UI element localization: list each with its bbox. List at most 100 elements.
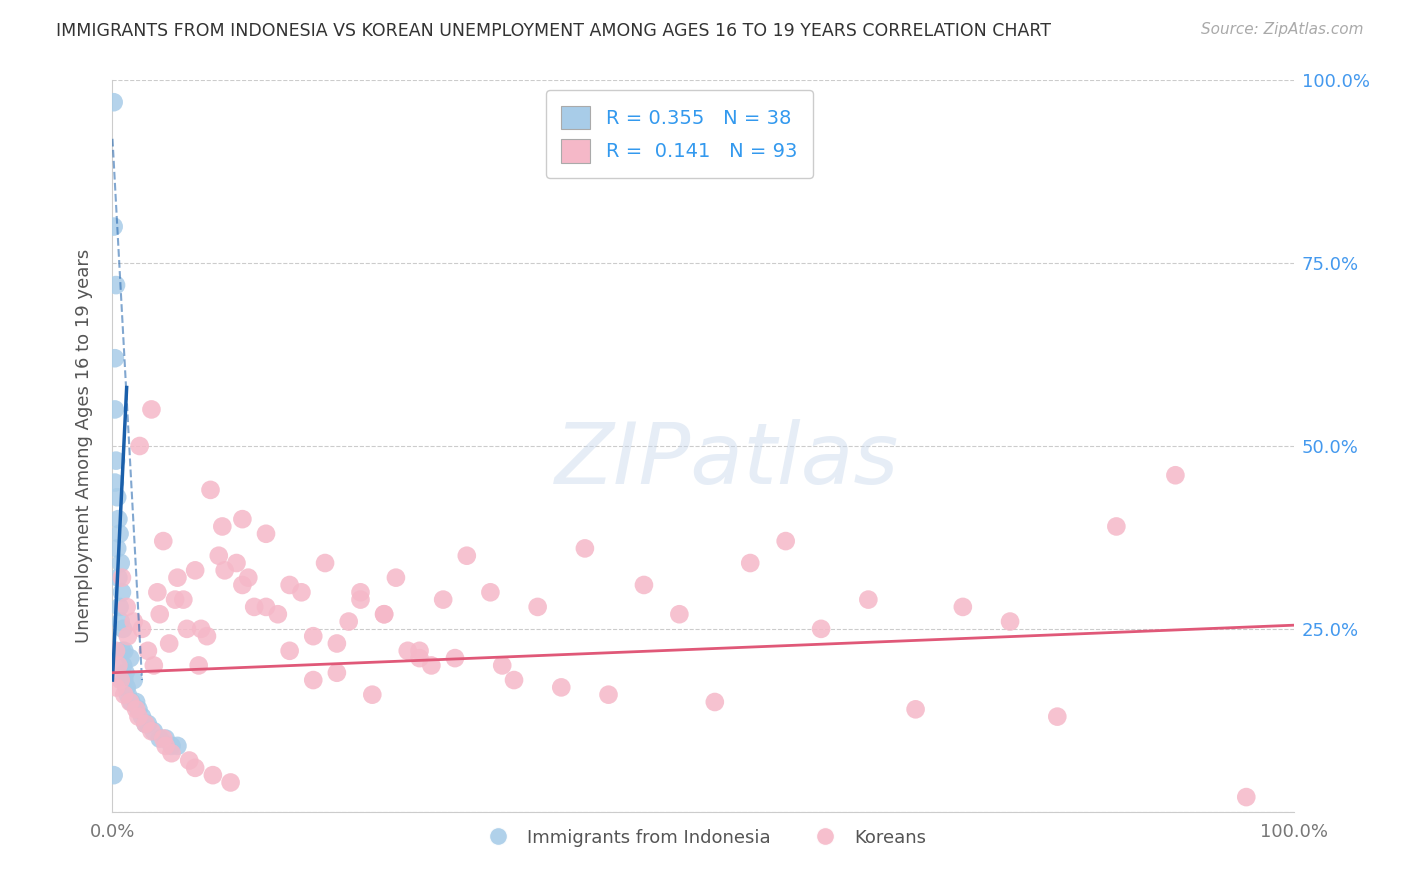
Point [152,534,174,549]
Point [149,731,172,746]
Point [115,599,138,614]
Point [420,658,443,673]
Point [165,592,187,607]
Point [108,526,131,541]
Point [122,615,145,629]
Point [105,644,128,658]
Point [633,578,655,592]
Point [302,629,325,643]
Point [117,629,139,643]
Point [179,754,201,768]
Point [1105,519,1128,533]
Point [278,644,301,658]
Point [187,658,209,673]
Point [238,571,260,585]
Point [243,599,266,614]
Point [1234,790,1257,805]
Point [105,681,128,695]
Point [135,717,157,731]
Point [337,615,360,629]
Point [108,599,131,614]
Point [214,563,236,577]
Point [314,556,336,570]
Point [225,556,247,570]
Point [479,585,502,599]
Point [104,402,127,417]
Point [184,761,207,775]
Point [211,519,233,533]
Point [146,585,169,599]
Point [1164,468,1187,483]
Point [103,219,125,234]
Point [111,571,134,585]
Point [396,644,419,658]
Point [103,768,125,782]
Point [127,709,149,723]
Point [111,585,134,599]
Point [112,622,135,636]
Point [408,651,430,665]
Text: IMMIGRANTS FROM INDONESIA VS KOREAN UNEMPLOYMENT AMONG AGES 16 TO 19 YEARS CORRE: IMMIGRANTS FROM INDONESIA VS KOREAN UNEM… [56,22,1052,40]
Point [526,599,548,614]
Point [444,651,467,665]
Point [385,571,408,585]
Point [104,351,127,366]
Point [176,622,198,636]
Point [160,746,183,760]
Point [125,702,148,716]
Point [373,607,395,622]
Point [160,739,183,753]
Point [107,658,129,673]
Point [142,724,165,739]
Point [155,739,177,753]
Point [155,731,177,746]
Point [120,695,142,709]
Point [112,673,135,687]
Point [110,556,132,570]
Point [200,483,222,497]
Point [775,534,797,549]
Point [110,615,132,629]
Point [166,571,188,585]
Point [349,585,371,599]
Point [107,571,129,585]
Point [184,563,207,577]
Point [254,599,277,614]
Point [112,658,135,673]
Point [131,622,153,636]
Point [166,739,188,753]
Point [105,541,128,556]
Point [219,775,242,789]
Point [110,673,132,687]
Point [201,768,224,782]
Point [111,644,134,658]
Point [120,695,142,709]
Point [157,636,180,650]
Point [117,688,139,702]
Point [105,490,128,504]
Point [105,453,128,467]
Point [231,578,253,592]
Point [290,585,312,599]
Point [1046,709,1069,723]
Point [190,622,212,636]
Point [254,526,277,541]
Point [142,658,165,673]
Point [904,702,927,716]
Point [125,695,148,709]
Point [120,651,142,665]
Point [152,731,174,746]
Point [114,665,136,680]
Point [302,673,325,687]
Point [208,549,231,563]
Point [105,278,128,293]
Point [491,658,513,673]
Text: ZIPatlas: ZIPatlas [554,419,898,502]
Y-axis label: Unemployment Among Ages 16 to 19 years: Unemployment Among Ages 16 to 19 years [75,249,93,643]
Point [858,592,880,607]
Point [503,673,526,687]
Point [361,688,384,702]
Point [456,549,478,563]
Legend: Immigrants from Indonesia, Koreans: Immigrants from Indonesia, Koreans [472,822,934,854]
Point [112,688,135,702]
